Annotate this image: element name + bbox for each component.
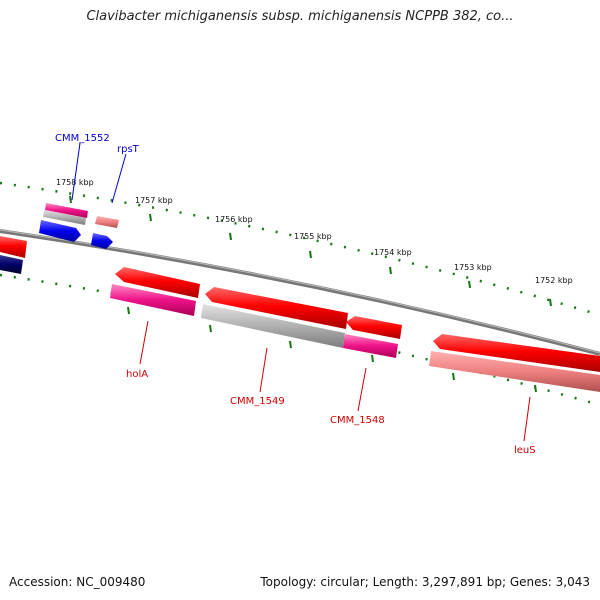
gene-cmm-1549[interactable]	[205, 287, 348, 329]
label-cmm-1548[interactable]: CMM_1548	[330, 415, 385, 426]
scale-label-1757: 1757 kbp	[135, 196, 173, 205]
topology-summary: Topology: circular; Length: 3,297,891 bp…	[260, 575, 590, 589]
scale-label-1754: 1754 kbp	[374, 248, 412, 257]
inner-tick-ring	[0, 273, 600, 407]
major-ticks-inner	[127, 306, 537, 393]
gene-hola-rna[interactable]	[110, 284, 196, 316]
map-title: Clavibacter michiganensis subsp. michiga…	[86, 9, 514, 24]
leader-hola	[139, 320, 149, 365]
gene-cmm-1548[interactable]	[346, 316, 402, 339]
gene-cmm-1552-rna[interactable]	[45, 203, 88, 218]
gene-rpst[interactable]	[91, 233, 113, 249]
leader-cmm-1552	[71, 142, 81, 201]
leader-cmm-1548	[357, 367, 367, 412]
scale-label-1756: 1756 kbp	[215, 215, 253, 224]
gene-leus[interactable]	[433, 334, 600, 372]
label-cmm-1549[interactable]: CMM_1549	[230, 396, 285, 407]
gene-cmm-1549-pseudo[interactable]	[201, 304, 345, 348]
gene-cmm-1552[interactable]	[39, 220, 81, 242]
outer-tick-ring	[0, 181, 600, 317]
gene-hola[interactable]	[115, 267, 200, 298]
scale-label-1755: 1755 kbp	[294, 232, 332, 241]
scale-label-1752: 1752 kbp	[535, 276, 573, 285]
accession-text: Accession: NC_009480	[9, 575, 146, 589]
gene-cmm-1548-rna[interactable]	[343, 334, 398, 358]
leader-leus	[523, 396, 531, 442]
genome-backbone	[0, 229, 600, 356]
scale-label-1753: 1753 kbp	[454, 263, 492, 272]
gene-leus-rna[interactable]	[429, 351, 600, 392]
gene-partial-red-left[interactable]	[0, 236, 27, 258]
leader-rpst	[111, 153, 127, 204]
leader-cmm-1549	[259, 347, 268, 393]
gene-rpst-rna[interactable]	[95, 216, 119, 228]
label-cmm-1552[interactable]: CMM_1552	[55, 133, 110, 144]
label-hola[interactable]: holA	[126, 369, 148, 380]
label-leus[interactable]: leuS	[514, 445, 536, 456]
gene-partial-navy-left[interactable]	[0, 255, 23, 274]
major-ticks-outer	[69, 195, 552, 307]
label-rpst[interactable]: rpsT	[117, 144, 140, 155]
gene-cmm-1552-pseudo[interactable]	[43, 210, 86, 225]
